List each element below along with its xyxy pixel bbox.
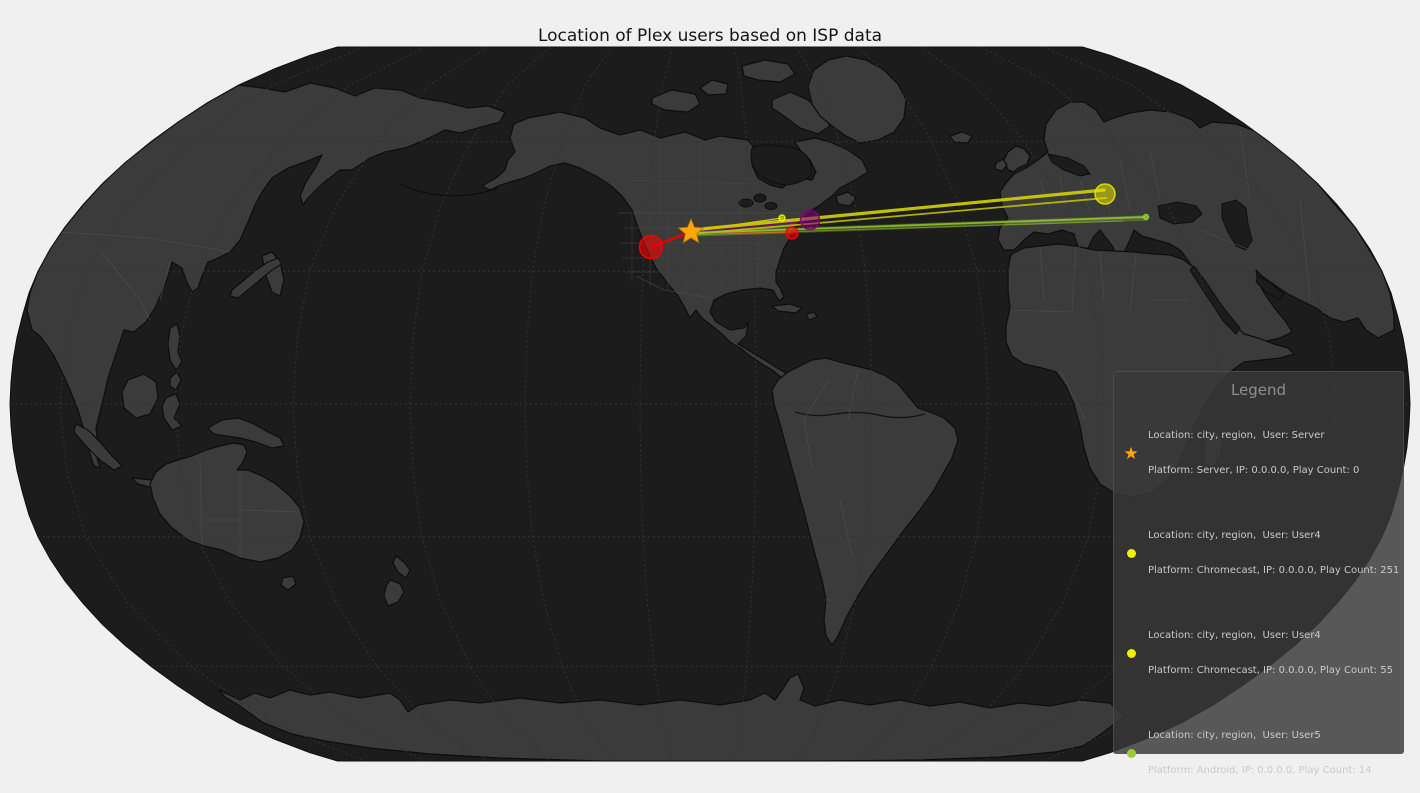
island-hispaniola	[805, 311, 818, 321]
legend-entry-platform: Platform: Android, IP: 0.0.0.0, Play Cou…	[1148, 764, 1372, 776]
continent-north-america	[481, 111, 869, 379]
connection-line	[688, 215, 1149, 237]
baltic-sea	[1047, 153, 1091, 177]
connection-lines	[649, 188, 1149, 249]
legend-marker-icon	[1114, 648, 1148, 658]
amazon-river	[794, 411, 926, 419]
border-mexico	[635, 275, 715, 300]
map-marker-server-star-icon	[677, 217, 705, 244]
inland-seas	[738, 144, 1285, 335]
legend-dot-icon	[1126, 748, 1136, 758]
legend-entry-platform: Platform: Chromecast, IP: 0.0.0.0, Play …	[1148, 564, 1400, 576]
borders-south-america	[803, 369, 859, 601]
borders-australia	[199, 459, 301, 556]
island-arctic-small	[699, 79, 729, 96]
legend-marker-icon: ★	[1114, 444, 1148, 464]
user-markers	[638, 183, 1150, 260]
map-marker-user-balkans-green-icon	[1142, 213, 1150, 221]
hudson-bay	[750, 144, 812, 186]
continent-australia	[149, 442, 305, 563]
meridian-line	[919, 47, 1105, 761]
caspian-sea	[1221, 199, 1253, 251]
continent-south-america	[771, 357, 959, 646]
meridian-line	[59, 47, 365, 761]
continent-asia	[26, 82, 506, 469]
legend-entry-location: Location: city, region, User: User5	[1148, 730, 1321, 741]
legend: Legend ★ Location: city, region, User: S…	[1113, 371, 1404, 776]
black-sea	[1157, 201, 1203, 225]
legend-entry-platform: Platform: Server, IP: 0.0.0.0, Play Coun…	[1148, 464, 1360, 476]
borders-asia	[59, 129, 1311, 321]
island-ireland	[994, 158, 1008, 172]
red-sea	[1189, 265, 1241, 335]
meridian-line	[857, 47, 989, 761]
continent-antarctica	[218, 673, 1125, 761]
island-taiwan	[169, 371, 182, 391]
island-ellesmere	[741, 59, 796, 83]
legend-entry-location: Location: city, region, User: User4	[1148, 530, 1321, 541]
legend-star-icon: ★	[1123, 444, 1139, 464]
great-lake-2	[753, 193, 767, 203]
island-new-guinea	[207, 417, 285, 449]
island-newfoundland	[835, 191, 857, 207]
map-marker-user-chromecast-small-icon	[778, 214, 786, 222]
map-marker-user-roku-purple-icon	[799, 209, 821, 231]
island-philippines	[167, 323, 183, 371]
map-marker-user-eastcoast-red-icon	[785, 226, 799, 240]
island-sumatra	[73, 423, 123, 471]
persian-gulf	[1255, 275, 1285, 301]
island-baffin	[771, 91, 831, 135]
connection-line	[690, 220, 1123, 236]
connection-line	[690, 216, 1147, 234]
island-cuba	[771, 303, 803, 314]
map-marker-user-southwest-red-icon	[638, 234, 664, 260]
legend-dot-icon	[1126, 548, 1136, 558]
legend-entry: Location: city, region, User: User4 Plat…	[1114, 607, 1403, 699]
legend-entry: ★ Location: city, region, User: Server P…	[1114, 407, 1403, 499]
country-borders	[59, 129, 1311, 601]
island-victoria	[651, 89, 701, 113]
island-great-britain	[1003, 145, 1031, 173]
meridian-line	[639, 47, 674, 761]
legend-entry-location: Location: city, region, User: Server	[1148, 430, 1325, 441]
island-tasmania	[280, 575, 297, 591]
legend-marker-icon	[1114, 548, 1148, 558]
great-lake-1	[738, 198, 754, 208]
island-nz-south	[383, 579, 405, 607]
map-marker-user-europe-yellow-icon	[1094, 183, 1116, 205]
connection-line	[689, 188, 1106, 232]
island-nz-north	[392, 555, 411, 579]
legend-entry: Location: city, region, User: User5 Plat…	[1114, 707, 1403, 793]
meridian-line	[734, 47, 757, 761]
great-lake-3	[764, 202, 778, 210]
legend-entry: Location: city, region, User: User4 Plat…	[1114, 507, 1403, 599]
map-rim	[9, 46, 1411, 762]
legend-dot-icon	[1126, 648, 1136, 658]
island-iceland	[949, 131, 973, 144]
legend-entries: ★ Location: city, region, User: Server P…	[1114, 407, 1403, 793]
province-borders-canada	[629, 140, 751, 213]
legend-entry-location: Location: city, region, User: User4	[1148, 630, 1321, 641]
legend-title: Legend	[1230, 381, 1287, 399]
island-borneo	[121, 373, 159, 419]
aleutian-islands	[399, 183, 499, 197]
island-sulawesi	[161, 393, 183, 431]
connection-line	[691, 197, 1107, 235]
chart-title: Location of Plex users based on ISP data	[537, 26, 883, 46]
legend-marker-icon	[1114, 748, 1148, 758]
meridian-line	[174, 47, 426, 761]
meridian-line	[795, 47, 873, 761]
borders-africa	[1009, 246, 1190, 421]
legend-entry-platform: Platform: Chromecast, IP: 0.0.0.0, Play …	[1148, 664, 1393, 676]
